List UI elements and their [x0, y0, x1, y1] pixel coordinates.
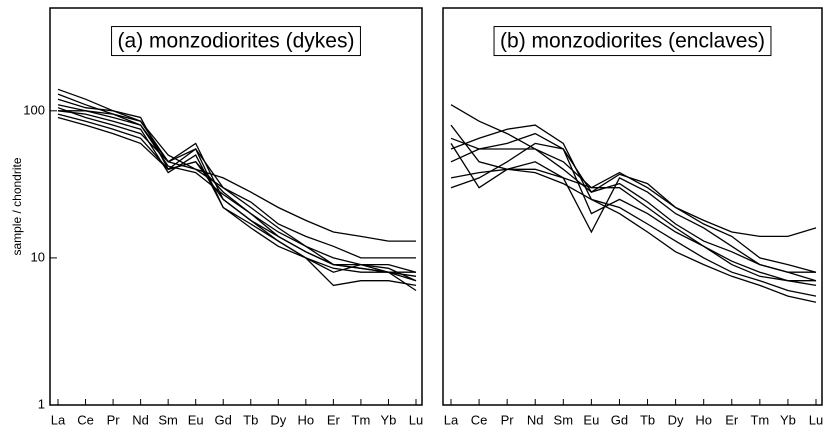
series-line [57, 116, 417, 287]
x-tick-label: Tm [352, 412, 371, 427]
series-line [57, 113, 417, 277]
x-tick-label: Nd [527, 412, 544, 427]
series-line [57, 98, 417, 273]
series-line [57, 104, 416, 273]
series-line [450, 132, 817, 273]
x-tick-label: Ce [471, 412, 488, 427]
series-line [57, 107, 417, 282]
x-tick-label: Sm [554, 412, 574, 427]
x-tick-label: Gd [611, 412, 628, 427]
series-line [450, 104, 816, 273]
series-line [450, 142, 816, 282]
x-tick-label: Er [725, 412, 739, 427]
x-tick-label: Ho [695, 412, 712, 427]
x-tick-label: Ce [77, 412, 94, 427]
title-box [493, 26, 772, 57]
x-tick-label: Dy [270, 412, 286, 427]
y-tick-label: 10 [31, 249, 45, 264]
x-tick-label: Lu [409, 412, 423, 427]
series-line [450, 168, 817, 303]
plot-frame [49, 7, 423, 406]
x-tick-label: Dy [668, 412, 684, 427]
series-line [57, 93, 416, 259]
series-line [450, 124, 817, 282]
series-line [450, 124, 817, 297]
x-tick-label: La [51, 412, 66, 427]
title-box [111, 26, 361, 57]
x-tick-label: Gd [215, 412, 232, 427]
panel-title: (a) monzodiorites (dykes) [118, 30, 355, 53]
x-tick-label: Eu [188, 412, 204, 427]
x-tick-label: Nd [132, 412, 149, 427]
series-line [450, 137, 817, 287]
x-tick-label: Er [327, 412, 341, 427]
x-tick-label: Lu [809, 412, 823, 427]
panel-title: (b) monzodiorites (enclaves) [500, 30, 765, 53]
x-tick-label: Yb [780, 412, 796, 427]
y-axis-label: sample / chondrite [10, 157, 24, 255]
x-tick-label: Ho [298, 412, 315, 427]
x-tick-label: Pr [501, 412, 515, 427]
y-tick-label: 1 [38, 396, 45, 411]
x-tick-label: Sm [158, 412, 178, 427]
x-tick-label: La [444, 412, 459, 427]
plot-frame [442, 7, 823, 406]
x-tick-label: Tb [243, 412, 258, 427]
y-tick-label: 100 [23, 102, 45, 117]
x-tick-label: Yb [381, 412, 397, 427]
series-line [57, 110, 417, 282]
series-line [58, 110, 417, 292]
x-tick-label: Tm [750, 412, 769, 427]
x-tick-label: Tb [640, 412, 655, 427]
x-tick-label: Pr [107, 412, 121, 427]
x-tick-label: Eu [583, 412, 599, 427]
